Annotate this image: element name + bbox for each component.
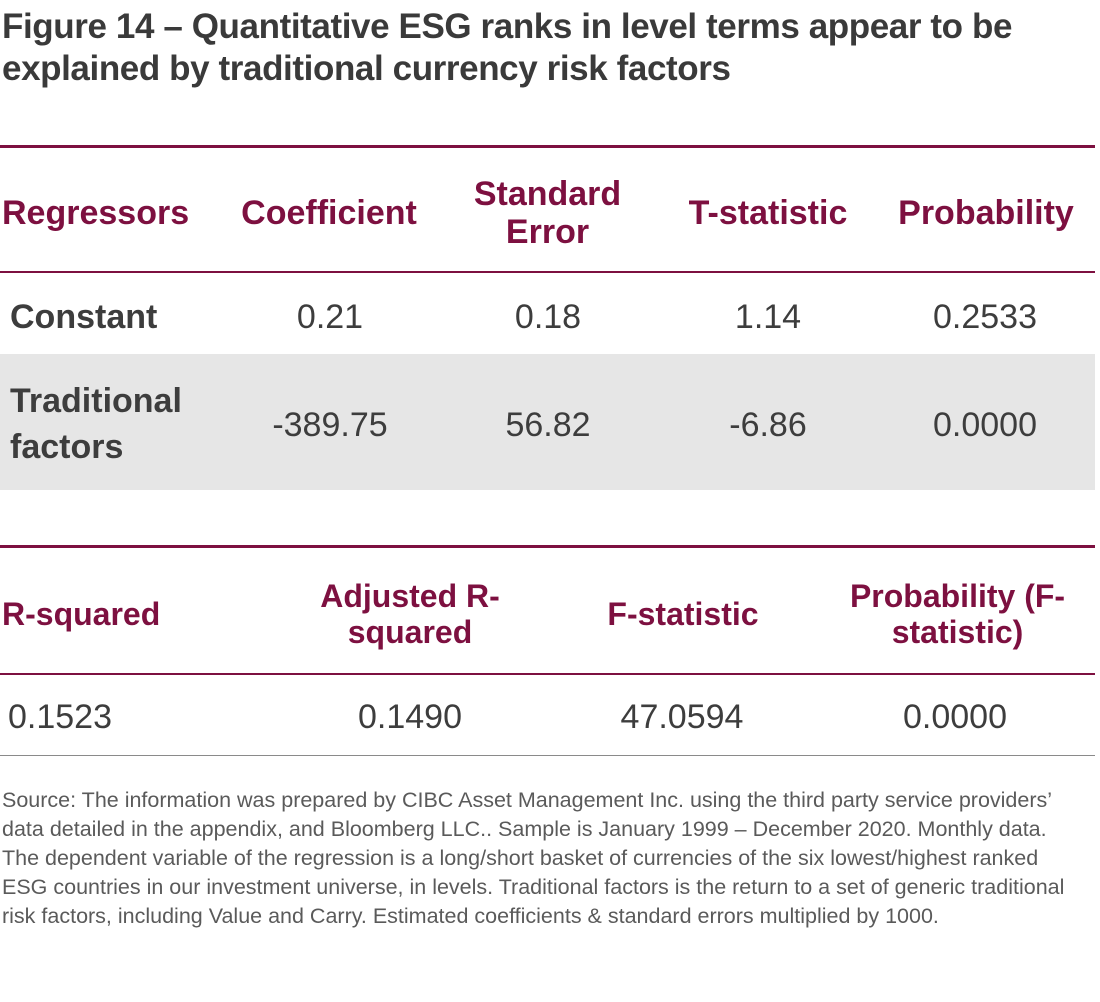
figure-title: Figure 14 – Quantitative ESG ranks in le… (2, 7, 1013, 88)
header-probability-f-statistic: Probability (F-statistic) (849, 578, 1066, 650)
traditional-probability: 0.0000 (933, 405, 1037, 444)
table2-top-rule (0, 545, 1095, 548)
constant-t-statistic: 1.14 (734, 297, 802, 336)
table2-header-rule (0, 673, 1095, 675)
header-f-statistic: F-statistic (607, 596, 759, 632)
r-squared-value: 0.1523 (8, 697, 112, 736)
traditional-standard-error: 56.82 (505, 405, 591, 444)
header-regressors: Regressors (2, 194, 190, 232)
header-coefficient: Coefficient (241, 194, 417, 232)
table1-top-rule (0, 145, 1095, 148)
constant-standard-error: 0.18 (514, 297, 582, 336)
header-adjusted-r-squared: Adjusted R-squared (320, 578, 500, 650)
f-statistic-value: 47.0594 (620, 697, 744, 736)
row-label-traditional-factors: Traditional factors (10, 382, 182, 466)
table1-header-rule (0, 271, 1095, 273)
probability-f-statistic-value: 0.0000 (903, 697, 1007, 736)
shaded-row-background (0, 354, 1095, 490)
traditional-t-statistic: -6.86 (729, 405, 807, 444)
adjusted-r-squared-value: 0.1490 (358, 697, 462, 736)
header-r-squared: R-squared (2, 596, 161, 632)
row-label-constant: Constant (10, 298, 158, 336)
source-note: Source: The information was prepared by … (2, 788, 1065, 928)
constant-probability: 0.2533 (933, 297, 1037, 336)
header-t-statistic: T-statistic (688, 194, 848, 232)
header-standard-error: Standard Error (473, 175, 622, 251)
traditional-coefficient: -389.75 (272, 405, 388, 444)
table2-bottom-rule (0, 755, 1095, 756)
constant-coefficient: 0.21 (296, 297, 364, 336)
header-probability: Probability (898, 194, 1074, 232)
